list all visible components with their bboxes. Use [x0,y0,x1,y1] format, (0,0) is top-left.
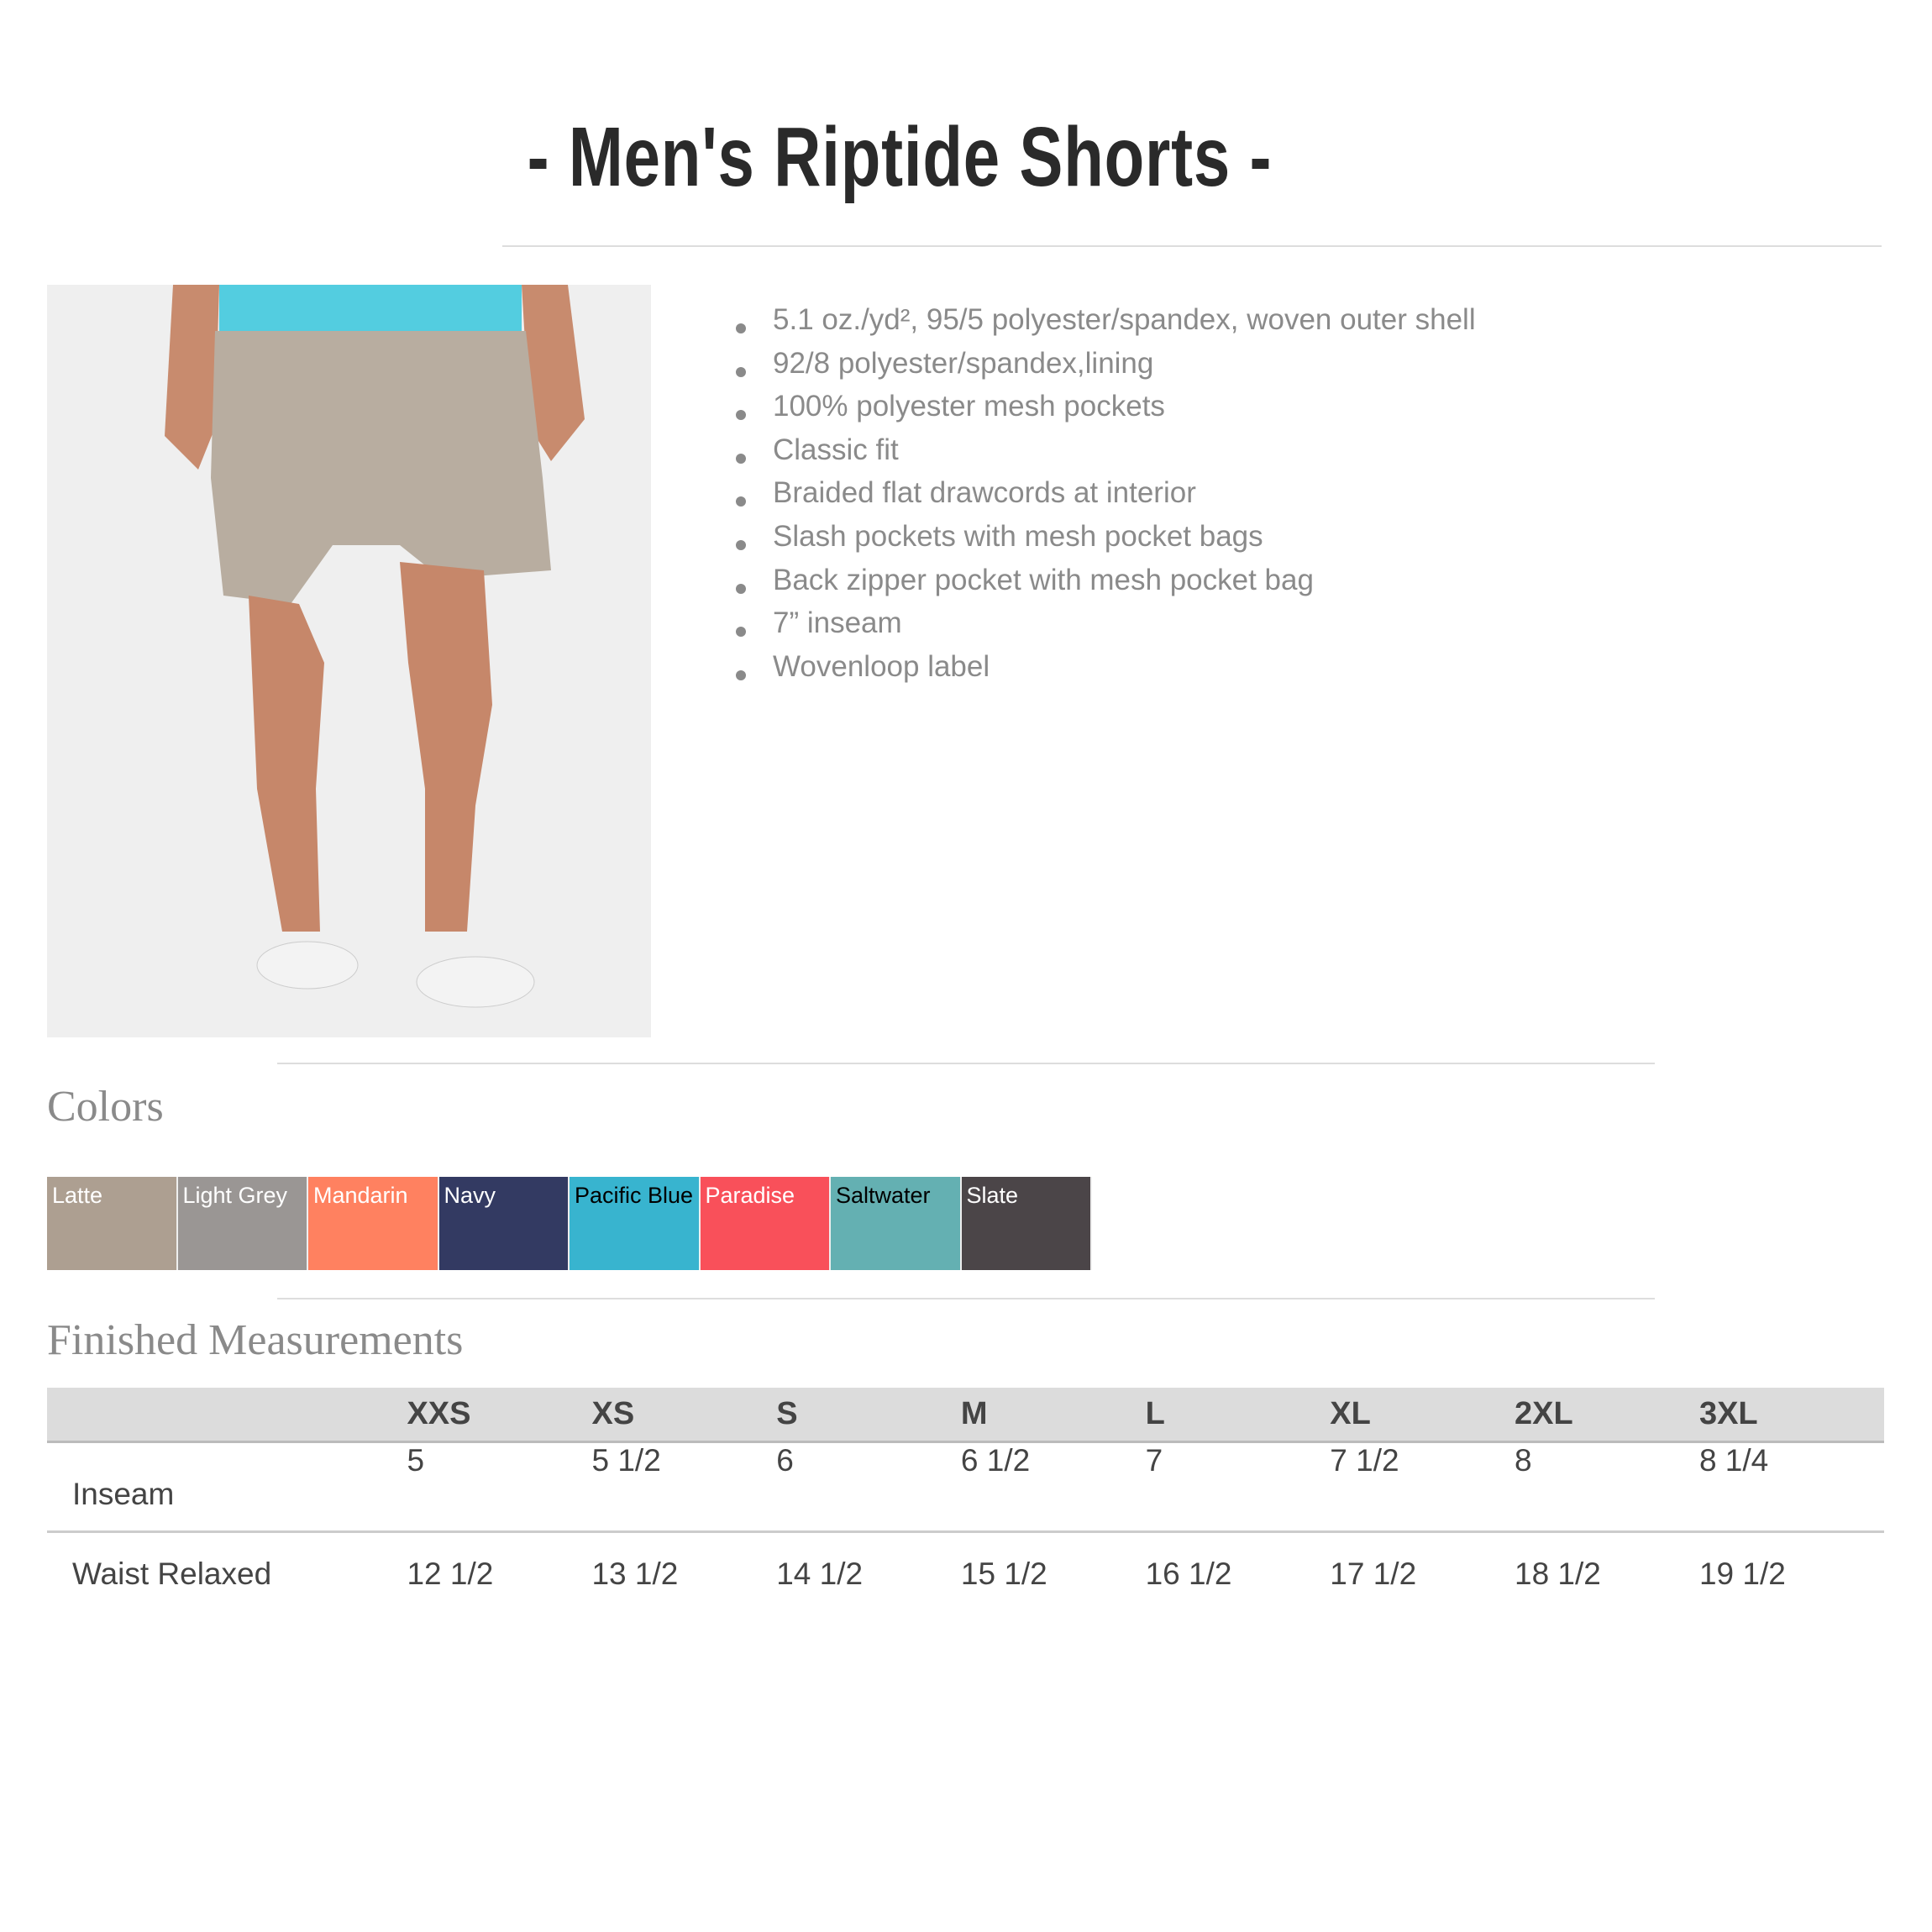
measurement-cell: 6 1/2 [960,1442,1031,1478]
feature-item: Back zipper pocket with mesh pocket bag [731,559,1476,602]
color-swatch[interactable]: Mandarin [308,1177,439,1270]
size-header: XS [591,1388,777,1443]
color-swatch-label: Navy [444,1183,496,1208]
color-swatch[interactable]: Pacific Blue [570,1177,701,1270]
measurement-cell: 19 1/2 [1698,1556,1786,1591]
color-swatch-label: Slate [966,1183,1019,1208]
measurement-cell: 15 1/2 [960,1556,1047,1591]
feature-item: Wovenloop label [731,645,1476,689]
feature-item: Braided flat drawcords at interior [731,471,1476,515]
product-photo [47,285,651,1037]
color-swatch[interactable]: Saltwater [831,1177,962,1270]
measurements-table: XXS XS S M L XL 2XL 3XL Inseam 5 5 1/2 6 6 1… [47,1388,1884,1615]
feature-item: 7” inseam [731,601,1476,645]
measurement-cell: 12 1/2 [407,1556,494,1591]
feature-item: 100% polyester mesh pockets [731,385,1476,428]
divider [277,1298,1655,1299]
divider [277,1063,1655,1064]
size-header: S [776,1388,961,1443]
measurements-heading: Finished Measurements [47,1316,464,1364]
color-swatch-label: Pacific Blue [575,1183,694,1208]
feature-item: Slash pockets with mesh pocket bags [731,515,1476,559]
measurement-cell: 7 1/2 [1330,1442,1399,1478]
color-swatch-label: Paradise [705,1183,795,1208]
feature-item: 92/8 polyester/spandex,lining [731,342,1476,386]
row-label: Inseam [72,1476,175,1511]
color-swatch[interactable]: Slate [961,1177,1092,1270]
measurement-cell: 7 [1145,1442,1163,1478]
color-swatch[interactable]: Latte [47,1177,178,1270]
measurement-cell: 5 [407,1442,425,1478]
size-header: 3XL [1698,1388,1884,1443]
measurement-cell: 13 1/2 [591,1556,679,1591]
feature-item: 5.1 oz./yd², 95/5 polyester/spandex, wov… [731,298,1476,342]
measurement-cell: 17 1/2 [1330,1556,1417,1591]
feature-list: 5.1 oz./yd², 95/5 polyester/spandex, wov… [731,298,1476,688]
measurement-cell: 14 1/2 [776,1556,864,1591]
color-swatch[interactable]: Light Grey [177,1177,308,1270]
size-header: L [1145,1388,1331,1443]
table-header-row: XXS XS S M L XL 2XL 3XL [47,1388,1884,1443]
feature-item: Classic fit [731,428,1476,472]
header-blank [47,1388,407,1443]
table-row: Inseam 5 5 1/2 6 6 1/2 7 7 1/2 8 8 1/4 [47,1441,1884,1531]
color-swatch-label: Mandarin [313,1183,408,1208]
colors-heading: Colors [47,1083,164,1131]
measurement-cell: 5 1/2 [591,1442,661,1478]
measurement-cell: 18 1/2 [1515,1556,1601,1591]
color-swatches: Latte Light Grey Mandarin Navy Pacific Blue P… [47,1177,1092,1270]
measurement-cell: 6 [776,1442,794,1478]
color-swatch[interactable]: Paradise [700,1177,831,1270]
size-header: 2XL [1515,1388,1699,1443]
size-header: M [960,1388,1146,1443]
size-header: XXS [407,1388,592,1443]
measurement-cell: 8 [1515,1442,1532,1478]
divider [502,245,1882,247]
color-swatch-label: Latte [52,1183,103,1208]
measurement-cell: 8 1/4 [1698,1442,1769,1478]
table-row: Waist Relaxed 12 1/2 13 1/2 14 1/2 15 1/2 16 … [47,1531,1884,1615]
color-swatch[interactable]: Navy [438,1177,570,1270]
size-header: XL [1330,1388,1515,1443]
color-swatch-label: Light Grey [182,1183,288,1208]
page-title: - Men's Riptide Shorts - [527,110,1273,204]
measurement-cell: 16 1/2 [1145,1556,1232,1591]
color-swatch-label: Saltwater [836,1183,931,1208]
row-label: Waist Relaxed [72,1556,272,1591]
